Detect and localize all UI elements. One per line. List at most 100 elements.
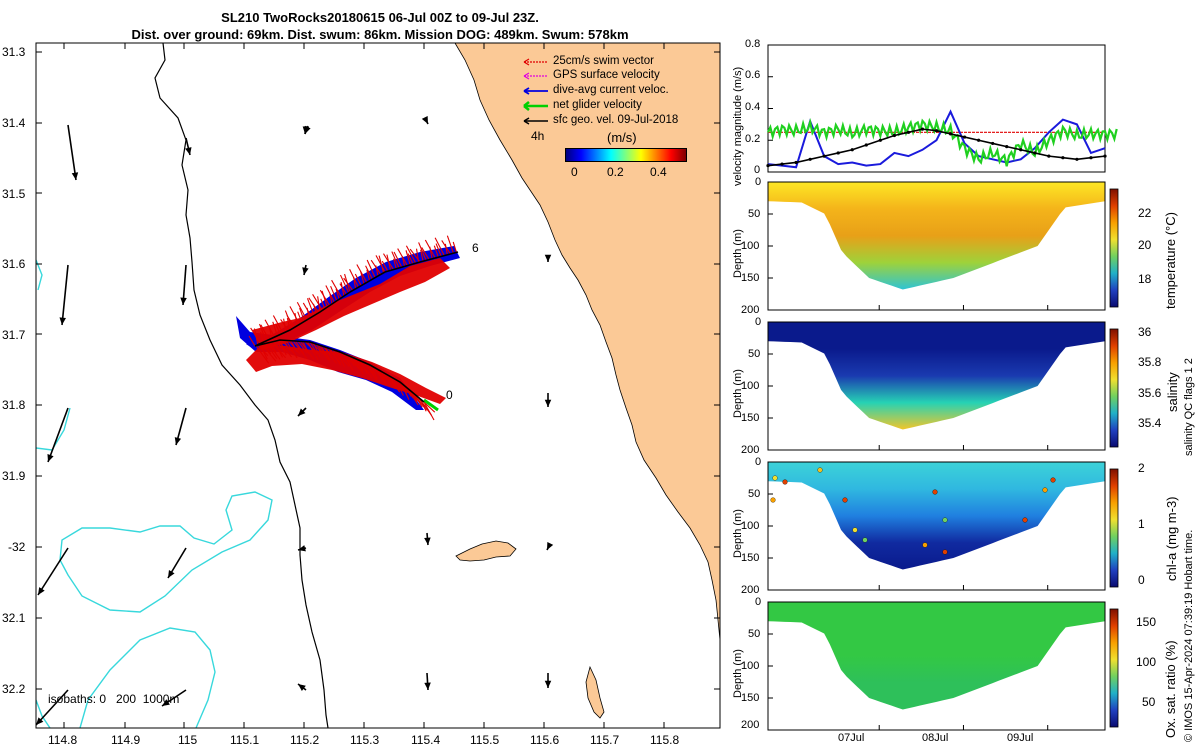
chl-cbar-tick-1: 1 — [1138, 517, 1145, 531]
isobath-1000m-a — [36, 259, 43, 291]
lat-tick-9: 32.1 — [2, 611, 26, 625]
geo-arrow — [297, 407, 307, 417]
chla-sample-dot — [770, 497, 776, 503]
chla-sample-dot — [942, 549, 948, 555]
temp-cbar-tick-20: 20 — [1138, 238, 1152, 252]
swim-vector — [306, 298, 315, 316]
swim-vector — [277, 340, 293, 358]
chla-sample-dot — [942, 517, 948, 523]
velocity-geo-marker — [934, 129, 939, 133]
geo-arrow — [302, 264, 309, 276]
swim-vector — [297, 311, 303, 323]
swim-vector — [280, 319, 290, 331]
chla-sample-dot — [842, 497, 848, 503]
swim-vector — [304, 341, 318, 355]
swim-vector — [271, 341, 286, 359]
legend-label-net: net glider velocity — [553, 99, 642, 111]
swim-vector — [389, 376, 398, 387]
temp-cbar-label: temperature (°C) — [1163, 212, 1178, 309]
sal-ytick-0: 0 — [755, 316, 762, 328]
swim-vector — [385, 373, 398, 389]
colorbar-temperature — [1109, 188, 1119, 308]
swim-vector — [393, 251, 403, 268]
chla-sample-dot — [922, 542, 928, 548]
geostrophic-arrows — [36, 116, 554, 726]
swim-vector — [397, 248, 408, 266]
swim-vector — [375, 255, 386, 273]
swim-vector — [302, 302, 313, 318]
lat-tick-4: 31.6 — [2, 257, 26, 271]
geo-arrow — [546, 542, 554, 551]
lon-tick-11: 115.8 — [650, 733, 680, 747]
chla-sample-dot — [817, 467, 823, 473]
track-end-label: 6 — [472, 241, 479, 255]
chart-title-line-1: SL210 TwoRocks20180615 06-Jul 00Z to 09-… — [221, 10, 539, 25]
island-garden — [585, 665, 605, 719]
temp-ylabel: Depth (m) — [732, 229, 744, 278]
map-panel: 31.3 31.4 31.5 31.6 31.7 31.8 31.9 -32 3… — [2, 42, 721, 747]
net-velocity-arrow — [423, 398, 439, 412]
swim-vector — [285, 340, 298, 359]
swim-vector — [264, 319, 276, 338]
legend-swatch-gps — [523, 72, 548, 80]
swim-vector — [420, 249, 424, 262]
swim-vector — [280, 339, 296, 355]
swim-vector — [330, 285, 338, 302]
swim-vector — [409, 248, 421, 263]
velocity-geo-marker — [1047, 154, 1051, 158]
swim-vector — [284, 310, 293, 329]
velocity-geo-marker — [962, 135, 967, 139]
sal-cbar-tick-35.4: 35.4 — [1138, 416, 1162, 430]
velocity-geo-marker — [1075, 157, 1079, 161]
chla-sample-dot — [862, 537, 868, 543]
chl-cbar-tick-2: 2 — [1138, 461, 1145, 475]
swim-vector — [312, 294, 323, 311]
chl-ylabel: Depth (m) — [732, 509, 744, 558]
swim-vector — [322, 346, 337, 364]
swim-vector — [292, 340, 308, 360]
geo-arrow — [304, 125, 311, 135]
sal-ylabel: Depth (m) — [732, 369, 744, 418]
velocity-series-net — [767, 117, 1118, 167]
velocity-ytick-0.2: 0.2 — [745, 133, 761, 145]
swim-vector — [299, 307, 305, 322]
x-tick-09jul: 09Jul — [1007, 732, 1034, 744]
swim-vector — [327, 347, 342, 364]
sal-cbar-tick-35.8: 35.8 — [1138, 355, 1162, 369]
chl-cbar-tick-0: 0 — [1138, 573, 1145, 587]
swim-vector — [279, 339, 287, 356]
velocity-geo-marker — [1089, 156, 1093, 160]
sal-ytick-200: 200 — [741, 444, 760, 456]
swim-vector — [299, 341, 315, 360]
legend-swatch-current — [523, 87, 548, 95]
geo-arrow — [424, 672, 431, 691]
swim-vector — [365, 265, 373, 280]
swim-vector — [393, 258, 397, 269]
velocity-geo-marker — [850, 148, 854, 152]
swim-vector — [405, 245, 417, 264]
velocity-geo-marker — [808, 157, 812, 161]
swim-vector — [360, 271, 365, 285]
swim-vector — [352, 357, 364, 372]
geo-arrow — [544, 673, 552, 688]
swim-vector — [366, 259, 376, 278]
lat-tick-7: 31.9 — [2, 469, 26, 483]
swim-vector — [258, 323, 267, 342]
chla-sample-dot — [1042, 487, 1048, 493]
swim-vector — [407, 253, 414, 265]
x-tick-08jul: 08Jul — [922, 732, 949, 744]
swim-vector — [297, 340, 308, 354]
swim-vector — [424, 239, 436, 259]
ox-ylabel: Depth (m) — [732, 649, 744, 698]
swim-vector — [310, 341, 324, 354]
legend-label-gps: GPS surface velocity — [553, 69, 660, 81]
sal-ytick-50: 50 — [748, 348, 761, 360]
legend-swatch-swim — [523, 58, 548, 66]
temp-ytick-200: 200 — [741, 304, 760, 316]
swim-vector — [260, 331, 264, 343]
swim-vector — [335, 288, 340, 300]
lat-tick-3: 31.5 — [2, 187, 26, 201]
swim-vector — [435, 243, 442, 257]
swim-vector — [275, 340, 285, 352]
geo-arrow — [67, 124, 79, 181]
